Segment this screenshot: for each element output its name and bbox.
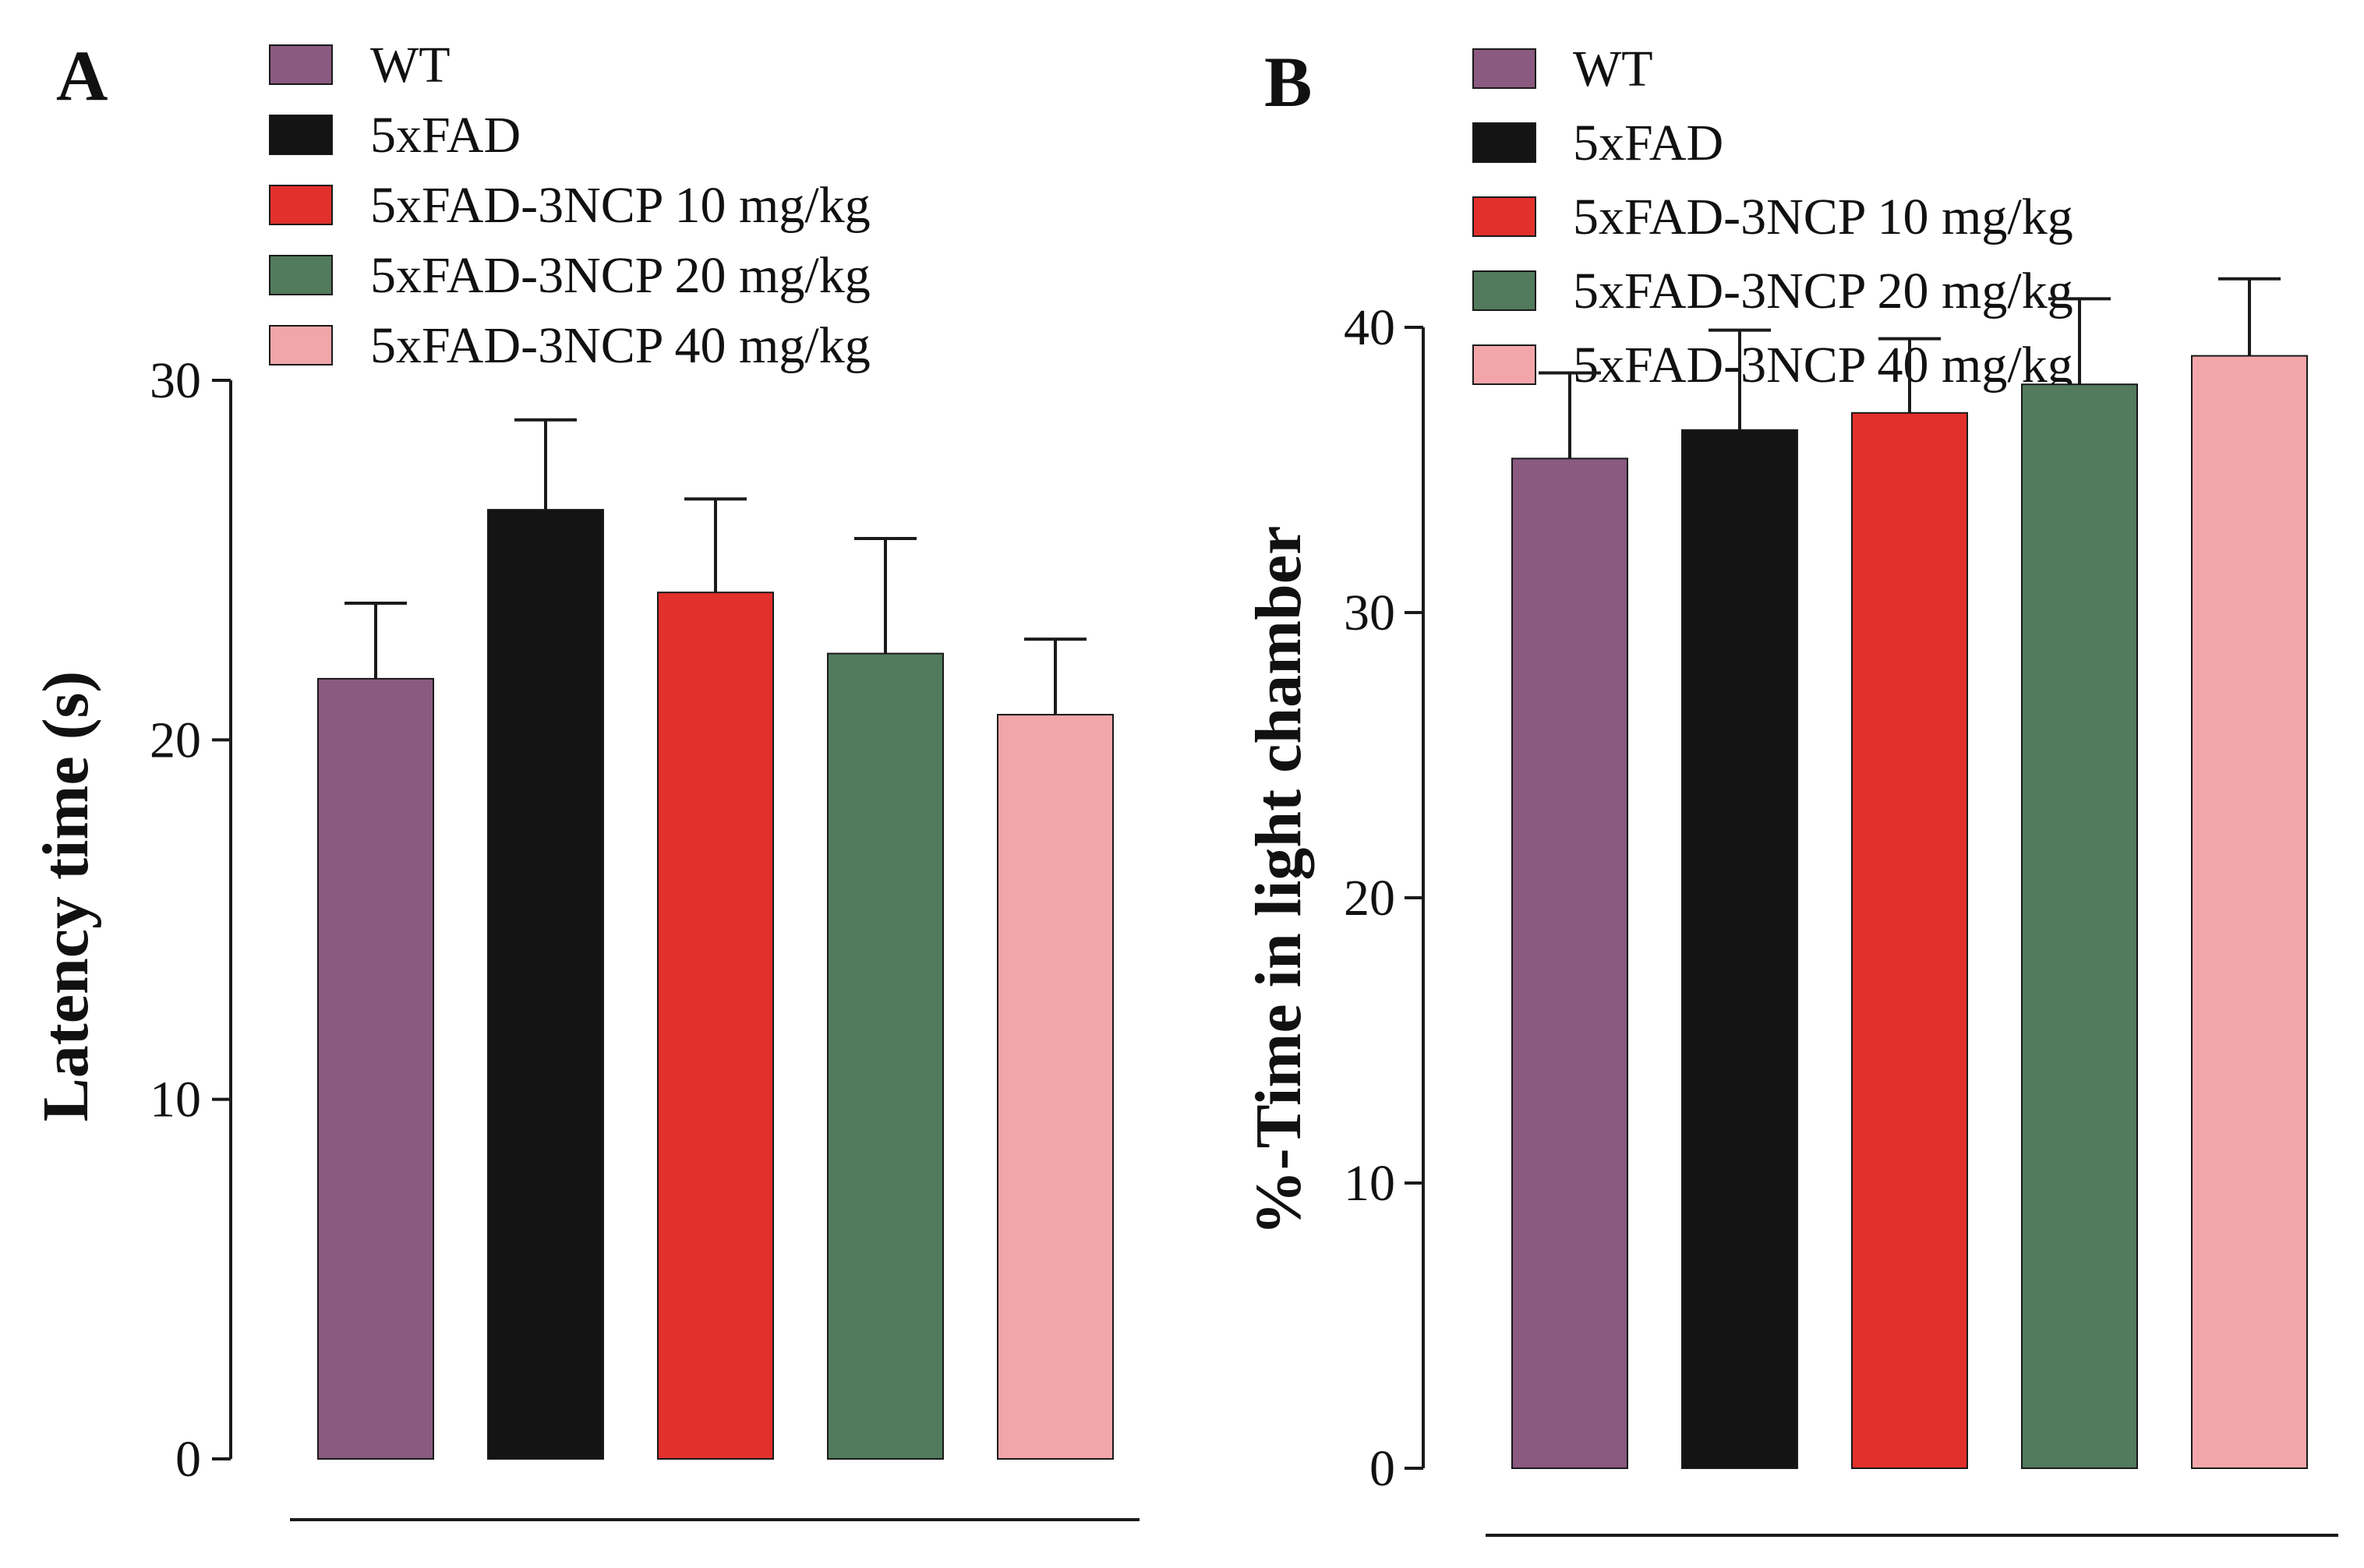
legend-label: 5xFAD-3NCP 40 mg/kg [370,317,871,374]
y-tick-label: 10 [1344,1155,1395,1212]
bar [2191,355,2308,1470]
y-axis-title: Latency time (s) [30,671,102,1121]
legend-label: 5xFAD-3NCP 10 mg/kg [370,177,871,234]
panel-b: B WT 5xFAD 5xFAD-3NCP 10 mg/kg 5xFAD-3NCP 20… [1242,41,2338,1537]
bar [2021,383,2138,1470]
legend-label: WT [370,37,451,94]
legend-label: 5xFAD-3NCP 20 mg/kg [370,247,871,304]
y-axis-title: %-Time in light chamber [1242,526,1315,1236]
legend-swatch [1472,196,1536,237]
legend-label: 5xFAD-3NCP 10 mg/kg [1573,189,2073,245]
y-tick-label: 0 [175,1431,201,1488]
legend-swatch [1472,122,1536,163]
bar [1681,429,1798,1469]
legend-swatch [269,185,333,225]
bar [317,677,434,1460]
legend-swatch [269,325,333,366]
legend-label: 5xFAD-3NCP 40 mg/kg [1573,337,2073,394]
legend-swatch [1472,48,1536,89]
bar [657,592,774,1460]
legend-label: WT [1573,41,1653,97]
panel-letter: A [56,36,108,115]
panel-letter: B [1264,42,1312,122]
y-tick-label: 30 [1344,584,1395,641]
legend-label: 5xFAD [1573,115,1723,171]
legend-swatch [269,115,333,155]
bar [827,652,944,1460]
bar [1511,457,1628,1469]
legend-swatch [269,255,333,295]
bar [1851,411,1968,1469]
y-tick-label: 10 [150,1072,201,1128]
y-tick-label: 40 [1344,299,1395,356]
legend-label: 5xFAD [370,107,521,164]
legend-label: 5xFAD-3NCP 20 mg/kg [1573,263,2073,320]
bar [487,509,604,1460]
panel-a: A WT 5xFAD 5xFAD-3NCP 10 mg/kg 5xFAD-3NCP 20… [30,36,1140,1521]
legend-swatch [269,44,333,85]
legend-swatch [1472,270,1536,311]
bar [997,714,1114,1460]
y-tick-label: 30 [150,352,201,409]
legend-swatch [1472,344,1536,385]
y-tick-label: 0 [1369,1440,1395,1497]
y-tick-label: 20 [1344,870,1395,927]
y-tick-label: 20 [150,712,201,768]
